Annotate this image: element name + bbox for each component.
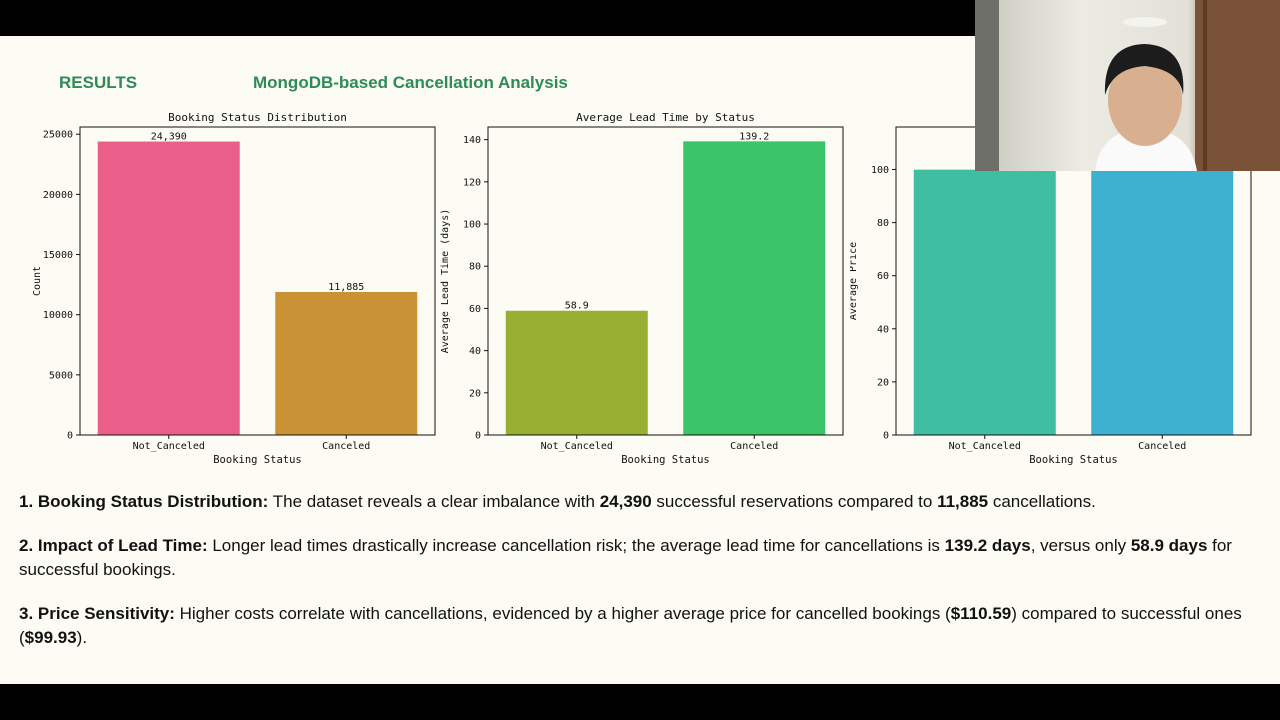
bar <box>1091 141 1234 435</box>
x-tick-label: Canceled <box>322 441 370 452</box>
y-tick-label: 120 <box>463 177 481 188</box>
finding-lead-time: 2. Impact of Lead Time: Longer lead time… <box>19 534 1269 582</box>
plot-frame <box>79 126 436 436</box>
y-tick-label: 0 <box>67 431 73 442</box>
booking-status-chart: Booking Status Distribution 24,390 Not_Can… <box>20 108 440 508</box>
data-label: 11,885 <box>328 282 364 293</box>
y-tick-label: 80 <box>877 218 889 229</box>
bar <box>913 169 1056 435</box>
y-axis-label: Average Price <box>850 242 859 320</box>
plot-frame <box>487 126 844 436</box>
bar <box>683 141 826 435</box>
x-tick-label: Canceled <box>730 441 778 452</box>
y-tick-label: 25000 <box>43 130 73 141</box>
lead-time-chart: Average Lead Time by Status 58.9 Not_Cance… <box>440 108 860 508</box>
y-tick-label: 0 <box>883 431 889 442</box>
bar <box>275 292 418 435</box>
y-tick-label: 0 <box>475 431 481 442</box>
section-label: RESULTS <box>59 73 138 92</box>
slide-title: MongoDB-based Cancellation Analysis <box>253 73 568 92</box>
chart-title: Booking Status Distribution <box>168 111 347 124</box>
x-tick-label: Not_Canceled <box>133 441 205 452</box>
y-tick-label: 140 <box>463 135 481 146</box>
finding-label: 1. Booking Status Distribution: <box>19 492 269 511</box>
y-tick-label: 10000 <box>43 310 73 321</box>
finding-text: successful reservations compared to <box>651 492 938 511</box>
y-tick-label: 15000 <box>43 250 73 261</box>
finding-price: 3. Price Sensitivity: Higher costs corre… <box>19 602 1269 650</box>
finding-text: for successful bookings. <box>19 536 1232 579</box>
y-tick-label: 20 <box>469 388 481 399</box>
y-tick-label: 80 <box>469 262 481 273</box>
y-axis-label: Average Lead Time (days) <box>440 209 451 354</box>
x-axis-label: Booking Status <box>1029 454 1118 466</box>
y-tick-label: 60 <box>469 304 481 315</box>
finding-text: ) compared to successful ones ( <box>19 604 1242 647</box>
webcam-video <box>975 0 1280 171</box>
data-label: 139.2 <box>739 131 769 142</box>
chart-title: Average Lead Time by Status <box>576 111 755 124</box>
finding-highlight: 139.2 days <box>944 536 1031 555</box>
y-tick-label: 40 <box>877 324 889 335</box>
x-tick-label: Canceled <box>1138 441 1186 452</box>
y-tick-label: 5000 <box>49 370 73 381</box>
finding-label: 2. Impact of Lead Time: <box>19 536 208 555</box>
finding-text: , versus only <box>1030 536 1131 555</box>
finding-text: ). <box>76 628 88 647</box>
data-label: 24,390 <box>151 132 187 143</box>
finding-label: 3. Price Sensitivity: <box>19 604 175 623</box>
y-axis-label: Count <box>32 266 43 296</box>
y-tick-label: 100 <box>871 165 889 176</box>
bar <box>505 310 648 435</box>
y-tick-label: 20000 <box>43 190 73 201</box>
finding-text: Higher costs correlate with cancellation… <box>174 604 951 623</box>
x-axis-label: Booking Status <box>621 454 710 466</box>
finding-text: cancellations. <box>988 492 1096 511</box>
y-tick-label: 100 <box>463 220 481 231</box>
finding-highlight: $99.93 <box>24 628 77 647</box>
y-tick-label: 60 <box>877 271 889 282</box>
finding-highlight: $110.59 <box>950 604 1012 623</box>
finding-text: The dataset reveals a clear imbalance wi… <box>268 492 600 511</box>
x-tick-label: Not_Canceled <box>541 441 613 452</box>
finding-booking-status: 1. Booking Status Distribution: The data… <box>19 490 1269 514</box>
price-chart: $9Not_CanceledCanceled020406080100Bookin… <box>848 108 1260 508</box>
finding-text: Longer lead times drastically increase c… <box>207 536 945 555</box>
y-tick-label: 40 <box>469 346 481 357</box>
x-axis-label: Booking Status <box>213 454 302 466</box>
finding-highlight: 58.9 days <box>1130 536 1208 555</box>
chart-svg: Average Lead Time by Status 58.9 Not_Cance… <box>440 111 844 466</box>
chart-svg: Booking Status Distribution 24,390 Not_Can… <box>32 111 436 466</box>
x-tick-label: Not_Canceled <box>949 441 1021 452</box>
data-label: 58.9 <box>565 301 589 312</box>
bar <box>97 141 240 436</box>
y-tick-label: 20 <box>877 377 889 388</box>
presenter-video-frame <box>975 0 1280 171</box>
finding-highlight: 11,885 <box>937 492 989 511</box>
finding-highlight: 24,390 <box>599 492 652 511</box>
chart-svg: $9Not_CanceledCanceled020406080100Bookin… <box>848 126 1252 466</box>
